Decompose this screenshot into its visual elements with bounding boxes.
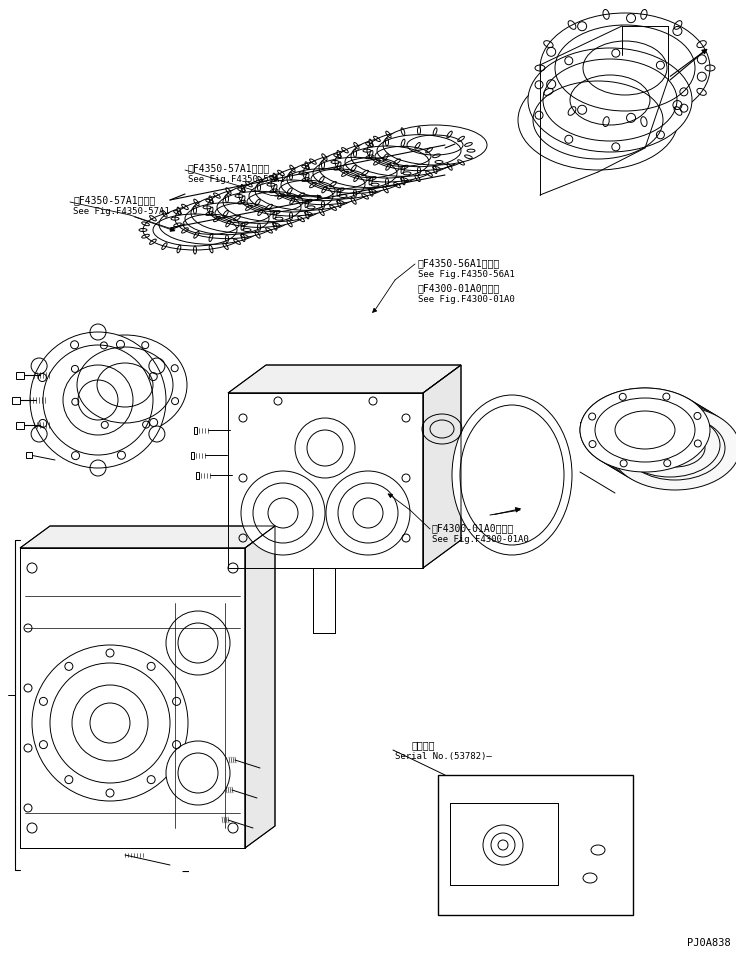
Ellipse shape — [590, 394, 720, 478]
Ellipse shape — [143, 210, 247, 250]
Bar — [12, 396, 20, 404]
Ellipse shape — [319, 148, 423, 188]
Ellipse shape — [580, 388, 710, 472]
Polygon shape — [228, 365, 461, 393]
Bar — [196, 472, 199, 479]
Bar — [191, 452, 194, 458]
Ellipse shape — [518, 70, 678, 170]
Ellipse shape — [610, 406, 736, 490]
Bar — [194, 427, 197, 433]
Ellipse shape — [452, 395, 572, 555]
Ellipse shape — [540, 13, 710, 123]
Ellipse shape — [191, 193, 295, 233]
Text: 適用号機: 適用号機 — [412, 740, 436, 750]
Ellipse shape — [580, 388, 710, 472]
Ellipse shape — [30, 332, 166, 468]
Text: See Fig.F4350-56A1: See Fig.F4350-56A1 — [418, 270, 514, 279]
Text: See Fig.F4300-01A0: See Fig.F4300-01A0 — [432, 535, 528, 544]
Text: −: − — [181, 866, 188, 878]
Ellipse shape — [367, 130, 471, 171]
Text: 第F4300-01A0図参照: 第F4300-01A0図参照 — [432, 523, 514, 533]
Text: 第F4350-57A1図参照: 第F4350-57A1図参照 — [188, 163, 270, 173]
Ellipse shape — [207, 187, 311, 227]
Ellipse shape — [303, 153, 407, 194]
Text: 第F4300-01A0図参照: 第F4300-01A0図参照 — [418, 283, 500, 293]
Ellipse shape — [585, 391, 715, 475]
Text: See Fig.F4300-01A0: See Fig.F4300-01A0 — [418, 295, 514, 304]
Ellipse shape — [159, 204, 263, 245]
Ellipse shape — [63, 335, 187, 435]
Circle shape — [32, 645, 188, 801]
Ellipse shape — [239, 176, 343, 216]
Text: PJ0A838: PJ0A838 — [687, 938, 731, 948]
Ellipse shape — [287, 159, 391, 199]
Ellipse shape — [595, 397, 725, 481]
Polygon shape — [245, 526, 275, 848]
Ellipse shape — [528, 48, 692, 152]
Text: 第F4350-56A1図参照: 第F4350-56A1図参照 — [418, 258, 500, 268]
Polygon shape — [20, 548, 245, 848]
Ellipse shape — [383, 125, 487, 165]
Ellipse shape — [351, 136, 455, 176]
Polygon shape — [228, 393, 423, 568]
Bar — [16, 422, 24, 429]
Ellipse shape — [605, 403, 735, 487]
Polygon shape — [423, 365, 461, 568]
Ellipse shape — [600, 400, 730, 484]
Bar — [438, 775, 633, 915]
Polygon shape — [20, 526, 275, 548]
Ellipse shape — [335, 142, 439, 182]
Ellipse shape — [223, 181, 327, 222]
Bar — [26, 452, 32, 458]
Circle shape — [166, 741, 230, 805]
Circle shape — [241, 471, 325, 555]
Circle shape — [483, 825, 523, 865]
Text: See Fig.F4350-57A1: See Fig.F4350-57A1 — [188, 175, 285, 184]
Circle shape — [295, 418, 355, 478]
Polygon shape — [450, 803, 558, 885]
Text: See Fig.F4350-57A1: See Fig.F4350-57A1 — [73, 207, 170, 216]
Ellipse shape — [175, 199, 279, 239]
Text: 第F4350-57A1図参照: 第F4350-57A1図参照 — [73, 195, 155, 205]
Text: Serial No.(53782)―: Serial No.(53782)― — [395, 752, 492, 761]
Circle shape — [166, 611, 230, 675]
Circle shape — [326, 471, 410, 555]
Ellipse shape — [255, 171, 359, 210]
Ellipse shape — [271, 165, 375, 204]
Bar — [313, 568, 335, 633]
Bar — [16, 371, 24, 379]
